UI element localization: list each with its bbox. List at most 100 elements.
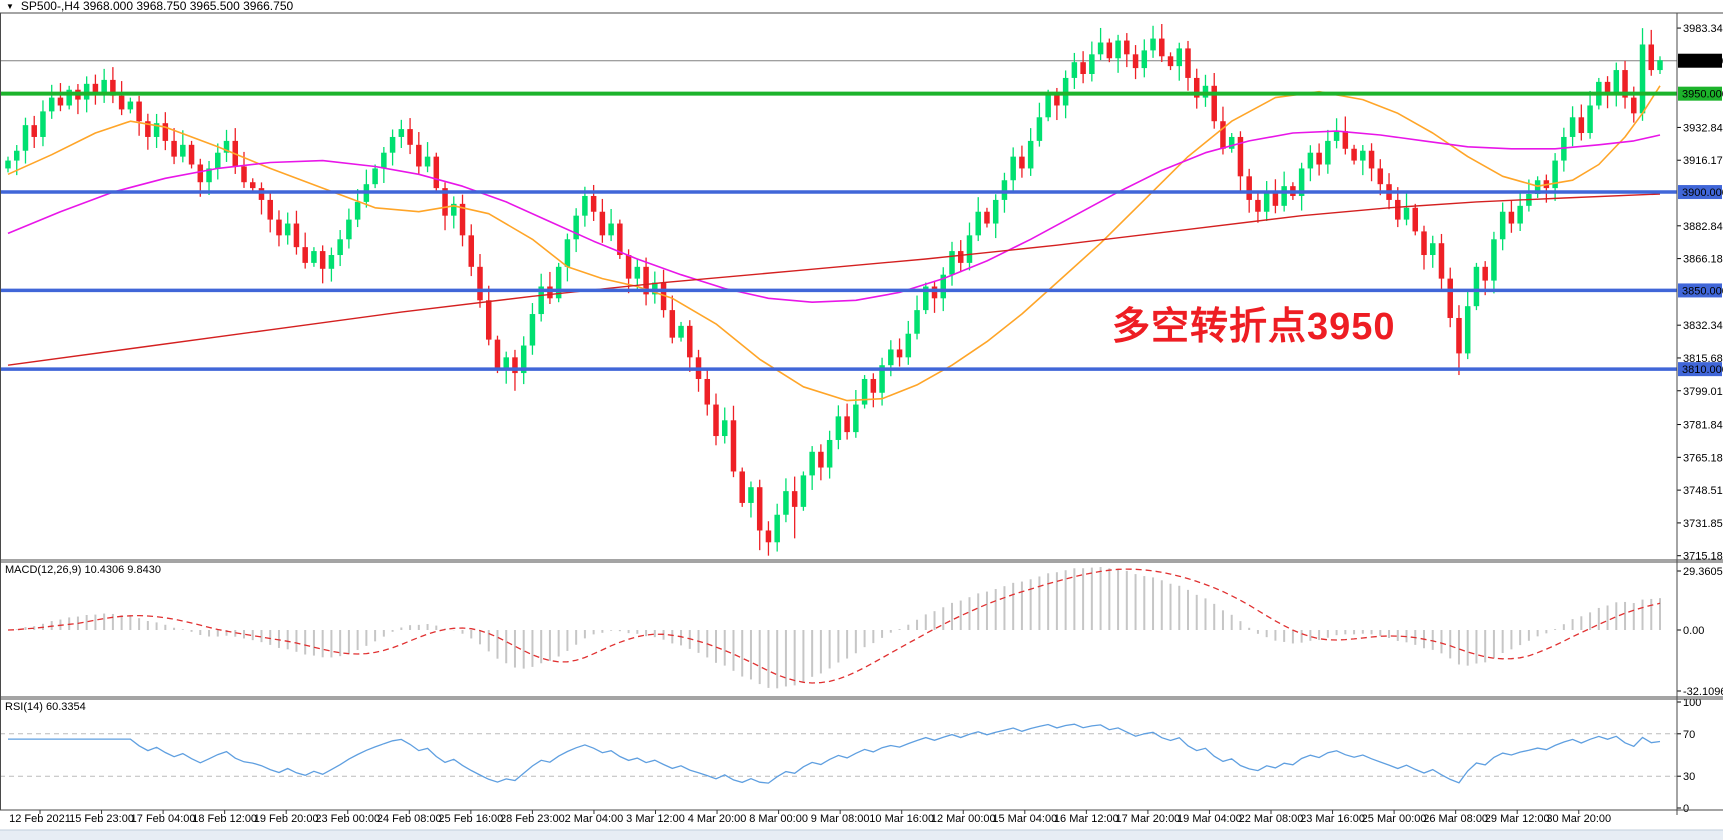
ma-slow-red — [7, 193, 1661, 366]
candle-body — [931, 286, 938, 299]
candle-body — [512, 357, 518, 374]
candle-body — [1473, 266, 1480, 307]
candle-body — [1508, 211, 1515, 224]
candle-body — [975, 211, 981, 236]
symbol-dropdown-icon[interactable]: ▼ — [6, 2, 14, 11]
main-chart-plot[interactable] — [0, 13, 1677, 560]
candle-body — [879, 365, 885, 393]
time-label: 23 Feb 00:00 — [315, 813, 380, 825]
candle-body — [1159, 38, 1165, 57]
candle-body — [756, 487, 763, 531]
candle-body — [905, 333, 912, 358]
price-axis[interactable] — [1677, 13, 1723, 810]
time-label: 23 Mar 16:00 — [1300, 813, 1365, 825]
candle-body — [713, 404, 719, 437]
candle-body — [31, 125, 37, 137]
candle-body — [188, 144, 195, 165]
candle-body — [1622, 70, 1628, 98]
time-label: 25 Mar 00:00 — [1362, 813, 1427, 825]
time-label: 18 Feb 12:00 — [192, 813, 257, 825]
rsi-panel-plot[interactable] — [0, 699, 1677, 810]
candle-body — [127, 101, 134, 110]
candle-body — [573, 215, 579, 240]
candle-body — [1115, 40, 1121, 59]
rsi-line — [8, 723, 1661, 784]
candle-body — [1412, 207, 1419, 232]
candle-body — [1193, 77, 1200, 98]
candle-body — [1360, 150, 1366, 161]
candle-body — [40, 111, 46, 137]
time-axis[interactable] — [0, 810, 1723, 830]
candle-body — [608, 223, 614, 236]
candle-body — [13, 150, 20, 161]
candle-body — [153, 123, 160, 137]
candle-body — [145, 121, 151, 137]
candle-body — [1403, 207, 1410, 220]
candle-body — [704, 378, 711, 405]
macd-signal-line — [7, 568, 1661, 684]
time-label: 22 Mar 08:00 — [1239, 813, 1304, 825]
candle-body — [215, 152, 221, 169]
candle-body — [494, 339, 501, 370]
candle-body — [538, 286, 544, 315]
candle-body — [1333, 131, 1340, 141]
candle-body — [835, 416, 842, 440]
candle-body — [48, 97, 55, 112]
candle-body — [1325, 140, 1331, 165]
candle-body — [337, 239, 343, 256]
price-level-badge — [1678, 185, 1722, 200]
time-label: 29 Mar 12:00 — [1485, 813, 1550, 825]
candle-body — [730, 420, 737, 472]
candle-body — [110, 79, 116, 96]
time-label: 25 Feb 16:00 — [438, 813, 503, 825]
candle-body — [1648, 44, 1655, 71]
candle-body — [940, 274, 947, 299]
candle-body — [468, 235, 475, 267]
candle-body — [485, 300, 492, 340]
candle-body — [791, 491, 798, 507]
time-label: 24 Feb 08:00 — [377, 813, 442, 825]
macd-panel-plot[interactable] — [0, 562, 1677, 697]
rsi-indicator-label: RSI(14) 60.3354 — [5, 701, 86, 713]
candle-body — [206, 168, 212, 183]
price-axis-tick-label: 3916.175 — [1683, 155, 1723, 167]
candle-body — [888, 349, 894, 366]
candle-body — [118, 95, 125, 110]
candle-body — [407, 129, 413, 145]
rsi-axis-label: 30 — [1683, 771, 1695, 783]
candle-body — [1019, 156, 1025, 169]
price-axis-tick-label: 3882.845 — [1683, 221, 1723, 233]
candle-body — [451, 203, 457, 216]
time-label: 10 Mar 16:00 — [869, 813, 934, 825]
candle-body — [1552, 160, 1558, 189]
candle-body — [1342, 131, 1349, 149]
candle-body — [162, 123, 169, 141]
candle-body — [1272, 192, 1279, 206]
rsi-axis-label: 70 — [1683, 729, 1695, 741]
candle-body — [555, 266, 562, 299]
candle-body — [529, 314, 536, 346]
candle-body — [398, 129, 405, 137]
candle-body — [721, 420, 728, 437]
candle-body — [1054, 93, 1060, 106]
macd-indicator-label: MACD(12,26,9) 10.4306 9.8430 — [5, 564, 161, 576]
candle-body — [1421, 231, 1427, 256]
candle-body — [1429, 243, 1436, 256]
candle-body — [284, 223, 291, 236]
candle-body — [774, 514, 780, 543]
candle-body — [923, 286, 929, 311]
candle-body — [739, 471, 745, 503]
candle-body — [1237, 136, 1244, 177]
candle-body — [1604, 81, 1611, 94]
candle-body — [22, 125, 29, 151]
candle-body — [1447, 278, 1453, 318]
chart-title: SP500-,H4 3968.000 3968.750 3965.500 396… — [20, 0, 294, 13]
candle-body — [249, 182, 256, 189]
candle-body — [136, 101, 142, 122]
current-price-badge — [1678, 53, 1722, 68]
time-label: 3 Mar 12:00 — [626, 813, 685, 825]
candle-body — [1456, 317, 1462, 354]
chart-title-bar: ▼ SP500-,H4 3968.000 3968.750 3965.500 39… — [6, 0, 293, 13]
candle-body — [459, 203, 466, 236]
